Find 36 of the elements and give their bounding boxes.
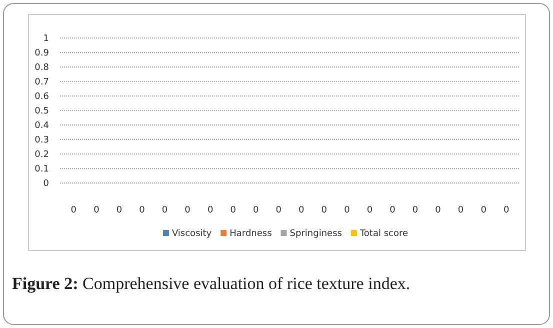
legend-label: Total score: [358, 229, 408, 239]
x-tick-label: 0: [390, 205, 396, 216]
y-tick-label: 0.9: [34, 48, 50, 58]
x-tick-label: 0: [207, 205, 214, 216]
y-tick-label: 0.7: [34, 77, 49, 88]
x-tick-label: 0: [116, 205, 122, 216]
x-tick-label: 0: [184, 205, 191, 216]
legend-label: Hardness: [230, 229, 272, 239]
x-tick-label: 0: [252, 205, 259, 216]
legend-label: Viscosity: [172, 229, 212, 239]
x-tick-label: 0: [276, 205, 282, 216]
y-tick-label: 0: [43, 178, 50, 189]
x-tick-label: 0: [230, 205, 236, 216]
y-tick-label: 0.6: [34, 92, 50, 102]
x-tick-label: 0: [162, 205, 168, 216]
y-tick-label: 1: [43, 34, 49, 44]
caption: Figure 2: Comprehensive evaluation of rice texture index.: [12, 274, 410, 293]
x-tick-label: 0: [480, 205, 487, 216]
y-tick-label: 0.8: [34, 62, 50, 73]
x-tick-label: 0: [70, 205, 77, 216]
x-tick-label: 0: [139, 205, 146, 216]
x-tick-label: 0: [321, 205, 328, 216]
x-tick-label: 0: [344, 205, 350, 216]
y-tick-label: 0.3: [34, 135, 49, 146]
x-tick-label: 0: [366, 205, 373, 216]
x-tick-label: 0: [94, 205, 100, 216]
y-tick-label: 0.1: [34, 164, 49, 174]
y-tick-label: 0.5: [34, 106, 49, 116]
x-tick-label: 0: [412, 205, 418, 216]
x-tick-label: 0: [298, 205, 305, 216]
y-tick-label: 0.4: [34, 120, 50, 131]
y-tick-label: 0.2: [34, 150, 49, 160]
x-tick-label: 0: [435, 205, 442, 216]
x-tick-label: 0: [503, 205, 510, 216]
legend-label: Springiness: [290, 229, 342, 239]
x-tick-label: 0: [458, 205, 464, 216]
